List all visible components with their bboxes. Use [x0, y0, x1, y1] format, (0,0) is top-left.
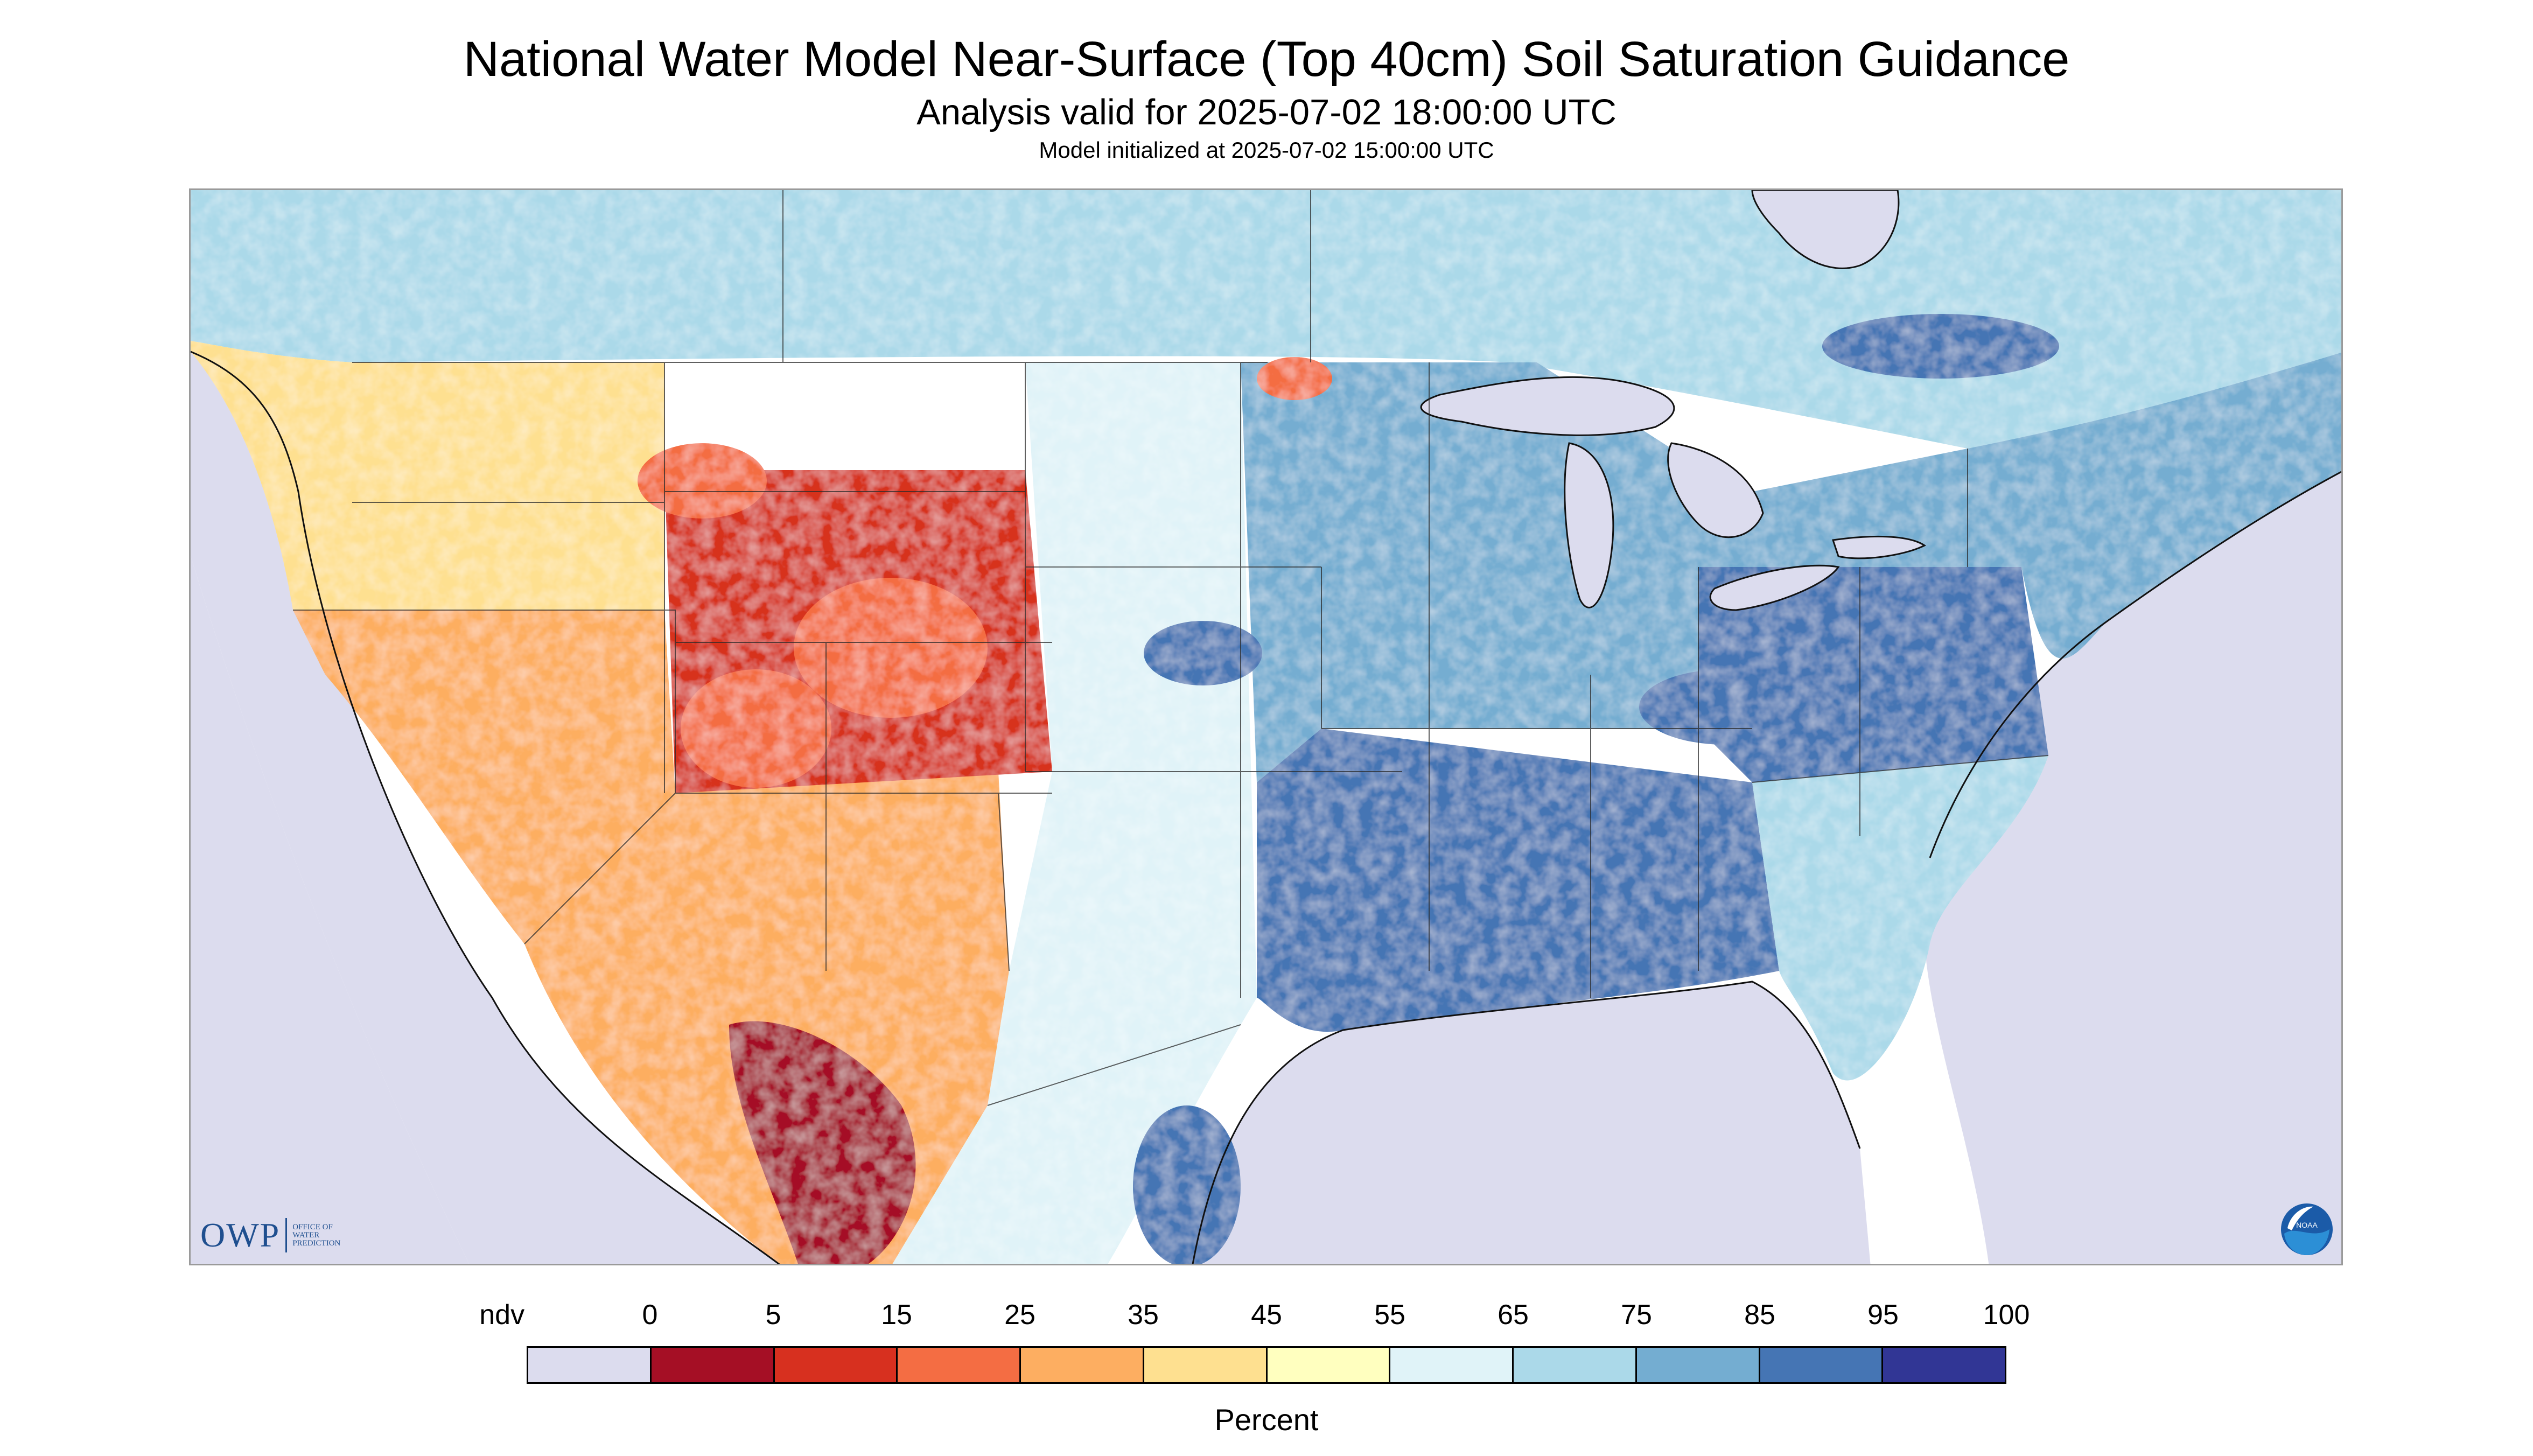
soil-saturation-field [191, 190, 2341, 1264]
wet-patch-mississippi [1467, 815, 1553, 965]
legend-label: 95 [1867, 1299, 1899, 1331]
analysis-valid-time: Analysis valid for 2025-07-02 18:00:00 U… [916, 92, 1617, 132]
ndv-gulf [1193, 982, 1871, 1264]
legend-swatch [1021, 1348, 1144, 1382]
legend-swatch [1883, 1348, 2005, 1382]
region-southeast [1752, 755, 2048, 1081]
lake-ontario [1832, 535, 1926, 559]
lake-erie [1709, 564, 1840, 611]
dry-patch-wyoming [794, 578, 988, 718]
noaa-logo-text: NOAA [2296, 1221, 2318, 1229]
owp-logo-divider [285, 1218, 288, 1252]
legend-swatch [1390, 1348, 1514, 1382]
legend-label: 45 [1251, 1299, 1282, 1331]
legend-swatch [528, 1348, 652, 1382]
legend-swatch [774, 1348, 898, 1382]
boundary-lines [293, 190, 2049, 1106]
legend-label: 85 [1744, 1299, 1775, 1331]
color-scale-bar [527, 1346, 2006, 1384]
coastline [191, 351, 2341, 1264]
legend-label: ndv [479, 1299, 525, 1331]
owp-logo: OWP OFFICE OF WATER PREDICTION [200, 1215, 340, 1255]
legend-swatch [1514, 1348, 1637, 1382]
legend-swatch [1636, 1348, 1760, 1382]
legend-swatch [898, 1348, 1021, 1382]
owp-logo-line-3: PREDICTION [292, 1238, 341, 1248]
legend-swatch [1144, 1348, 1268, 1382]
region-northeast [1698, 352, 2341, 659]
legend-swatch [1760, 1348, 1884, 1382]
color-scale-title: Percent [1214, 1403, 1319, 1437]
wet-patch-texas-coast [1133, 1105, 1241, 1264]
ndv-left-wedge [191, 556, 470, 1264]
region-pacific-northwest [191, 341, 664, 610]
region-midwest [1241, 362, 1752, 782]
legend-label: 0 [642, 1299, 658, 1331]
lake-huron [1667, 442, 1764, 538]
lake-superior [1420, 376, 1675, 436]
owp-logo-caption: OFFICE OF WATER PREDICTION [292, 1223, 340, 1248]
legend-label: 25 [1004, 1299, 1035, 1331]
map-title: National Water Model Near-Surface (Top 4… [463, 32, 2070, 87]
great-lakes [1420, 190, 1926, 611]
ndv-atlantic [1923, 472, 2341, 1264]
hudson-bay-edge [1751, 190, 1900, 269]
owp-logo-line-2: WATER [292, 1230, 320, 1240]
dry-patch-utah [681, 669, 831, 788]
legend-label: 15 [881, 1299, 912, 1331]
model-init-time: Model initialized at 2025-07-02 15:00:00… [1039, 137, 1494, 163]
wet-patch-kentucky [1639, 669, 1811, 745]
legend-label: 5 [765, 1299, 781, 1331]
soil-saturation-map [191, 190, 2341, 1264]
lake-michigan [1564, 442, 1614, 608]
owp-logo-line-1: OFFICE OF [292, 1222, 333, 1231]
wet-patch-kansas [1144, 621, 1262, 685]
legend-label: 55 [1374, 1299, 1405, 1331]
region-lake-of-the-woods-area [1822, 314, 2059, 379]
region-great-plains [892, 362, 1257, 1264]
legend-label: 65 [1498, 1299, 1529, 1331]
map-panel: OWP OFFICE OF WATER PREDICTION NOAA [189, 188, 2343, 1265]
legend-label: 35 [1128, 1299, 1159, 1331]
noaa-logo-icon: NOAA [2281, 1203, 2333, 1255]
legend-label: 100 [1983, 1299, 2030, 1331]
dry-patch-montana [638, 443, 767, 519]
legend-swatch [1267, 1348, 1391, 1382]
dry-patch-minnesota-north [1257, 357, 1332, 400]
region-great-basin [293, 610, 675, 944]
owp-logo-letters: OWP [200, 1216, 281, 1254]
legend-label: 75 [1621, 1299, 1652, 1331]
legend-swatch [651, 1348, 775, 1382]
region-sierra-madre-core [729, 1021, 916, 1264]
